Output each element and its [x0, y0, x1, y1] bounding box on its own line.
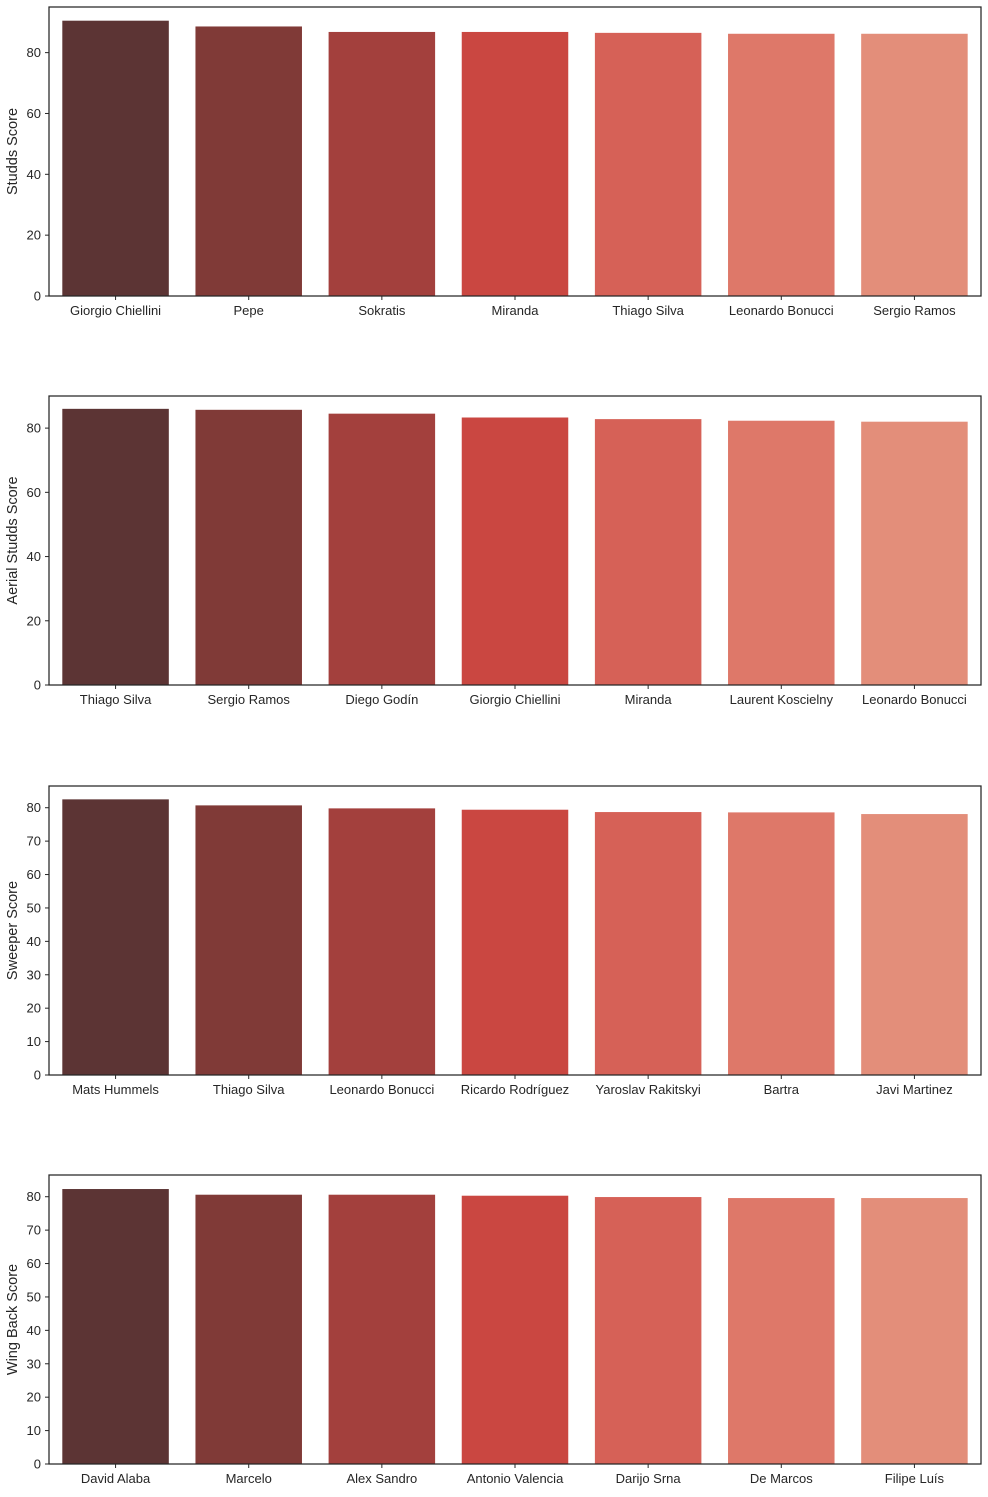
y-tick-label: 10 [27, 1423, 41, 1438]
chart-4: David Alaba Marcelo Alex Sandro Antonio Val… [5, 1174, 982, 1486]
x-tick-label: Thiago Silva [213, 1082, 285, 1097]
bar [728, 1198, 835, 1464]
y-tick-label: 60 [27, 867, 41, 882]
x-tick-label: Sergio Ramos [208, 692, 291, 707]
bar [195, 409, 302, 685]
y-tick-label: 0 [34, 289, 41, 304]
y-tick-label: 40 [27, 549, 41, 564]
bar [195, 1194, 302, 1464]
y-tick-label: 60 [27, 106, 41, 121]
bar [861, 814, 968, 1075]
bar [594, 32, 702, 297]
y-tick-label: 80 [27, 421, 41, 436]
y-tick-label: 30 [27, 1356, 41, 1371]
plot-frame [48, 395, 982, 686]
y-tick-label: 20 [27, 228, 41, 243]
x-tick-label: Bartra [764, 1082, 800, 1097]
y-axis-label: Aerial Studds Score [5, 476, 21, 604]
bar [594, 812, 702, 1075]
x-tick-label: Mats Hummels [72, 1082, 159, 1097]
x-tick-label: David Alaba [81, 1471, 151, 1486]
y-tick-label: 70 [27, 1223, 41, 1238]
bar [62, 799, 169, 1075]
bar [594, 419, 702, 685]
bar [461, 31, 569, 296]
bar [328, 808, 436, 1075]
y-tick-label: 60 [27, 485, 41, 500]
x-tick-label: Alex Sandro [346, 1471, 417, 1486]
y-tick-label: 0 [34, 1068, 41, 1083]
bar [861, 1198, 968, 1464]
x-tick-label: Diego Godín [345, 692, 418, 707]
x-tick-label: Thiago Silva [80, 692, 152, 707]
x-tick-label: Miranda [625, 692, 673, 707]
bar [461, 417, 569, 685]
plot-frame [48, 6, 982, 297]
x-tick-label: Leonardo Bonucci [729, 303, 834, 318]
x-tick-label: Miranda [492, 303, 540, 318]
bar [328, 413, 436, 685]
x-tick-label: Sergio Ramos [873, 303, 956, 318]
x-tick-label: Marcelo [226, 1471, 272, 1486]
bar [728, 33, 835, 297]
plot-frame [48, 1174, 982, 1465]
y-tick-label: 20 [27, 613, 41, 628]
y-tick-label: 30 [27, 967, 41, 982]
x-tick-label: Darijo Srna [616, 1471, 682, 1486]
x-tick-label: Leonardo Bonucci [329, 1082, 434, 1097]
bar [861, 33, 968, 297]
y-tick-label: 60 [27, 1256, 41, 1271]
bar [195, 805, 302, 1075]
y-tick-label: 0 [34, 678, 41, 693]
y-tick-label: 0 [34, 1457, 41, 1472]
bar [328, 31, 436, 296]
y-tick-label: 70 [27, 834, 41, 849]
bar [62, 20, 169, 296]
y-tick-label: 80 [27, 800, 41, 815]
x-tick-label: Laurent Koscielny [730, 692, 834, 707]
x-tick-label: Filipe Luís [885, 1471, 945, 1486]
bar [728, 420, 835, 685]
y-axis-label: Studds Score [5, 108, 21, 195]
bar [62, 408, 169, 685]
y-tick-label: 80 [27, 45, 41, 60]
y-axis-label: Wing Back Score [5, 1264, 21, 1375]
plot-frame [48, 785, 982, 1076]
bar [461, 809, 569, 1075]
bar [328, 1194, 436, 1464]
x-tick-label: Giorgio Chiellini [469, 692, 560, 707]
x-tick-label: Antonio Valencia [467, 1471, 564, 1486]
y-tick-label: 40 [27, 1323, 41, 1338]
y-tick-label: 20 [27, 1390, 41, 1405]
x-tick-label: Ricardo Rodríguez [461, 1082, 569, 1097]
bar [594, 1197, 702, 1464]
y-tick-label: 80 [27, 1189, 41, 1204]
bar [861, 421, 968, 685]
bar [195, 26, 302, 296]
bar [728, 812, 835, 1075]
y-tick-label: 10 [27, 1034, 41, 1049]
bar [62, 1189, 169, 1464]
x-tick-label: Leonardo Bonucci [862, 692, 967, 707]
y-tick-label: 50 [27, 900, 41, 915]
x-tick-label: Giorgio Chiellini [70, 303, 161, 318]
y-tick-label: 40 [27, 934, 41, 949]
chart-1: Giorgio Chiellini Pepe Sokratis Miranda Thia… [5, 6, 982, 318]
chart-2: Thiago Silva Sergio Ramos Diego Godín Giorg… [5, 395, 982, 707]
x-tick-label: Yaroslav Rakitskyi [596, 1082, 701, 1097]
y-tick-label: 40 [27, 167, 41, 182]
x-tick-label: De Marcos [750, 1471, 813, 1486]
x-tick-label: Pepe [234, 303, 264, 318]
x-tick-label: Sokratis [358, 303, 405, 318]
y-tick-label: 50 [27, 1289, 41, 1304]
y-tick-label: 20 [27, 1001, 41, 1016]
x-tick-label: Thiago Silva [612, 303, 684, 318]
chart-3: Mats Hummels Thiago Silva Leonardo Bonucci… [5, 785, 982, 1097]
x-tick-label: Javi Martinez [876, 1082, 953, 1097]
bar [461, 1195, 569, 1464]
y-axis-label: Sweeper Score [5, 881, 21, 980]
